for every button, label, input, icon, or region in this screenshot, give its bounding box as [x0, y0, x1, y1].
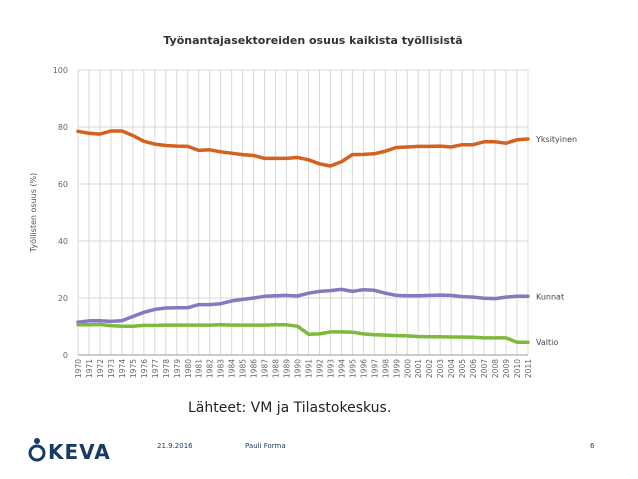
series-line-yksityinen [76, 129, 530, 168]
x-tick-label: 1981 [195, 359, 204, 378]
legend-label-kunnat: Kunnat [536, 292, 564, 301]
x-tick-label: 2010 [513, 359, 522, 378]
x-tick-label: 1971 [85, 359, 94, 378]
footer-date: 21.9.2016 [157, 442, 193, 450]
x-tick-label: 1994 [337, 359, 346, 378]
x-tick-label: 2006 [469, 359, 478, 378]
x-tick-label: 1984 [228, 359, 237, 378]
footer-author: Pauli Forma [245, 442, 286, 450]
series-line-kunnat [76, 287, 530, 324]
y-tick-label: 60 [58, 180, 68, 189]
x-tick-label: 1974 [118, 359, 127, 378]
y-tick-label: 40 [58, 237, 68, 246]
y-tick-label: 0 [63, 351, 68, 360]
y-tick-label: 100 [53, 66, 68, 75]
x-tick-label: 2009 [502, 359, 511, 378]
x-tick-label: 2003 [436, 359, 445, 378]
x-tick-label: 2004 [447, 359, 456, 378]
line-chart: Työnantajasektoreiden osuus kaikista työ… [29, 34, 577, 378]
x-tick-label: 1997 [370, 359, 379, 378]
y-tick-label: 80 [58, 123, 68, 132]
x-tick-label: 2008 [491, 359, 500, 378]
x-tick-label: 1980 [184, 359, 193, 378]
chart-title: Työnantajasektoreiden osuus kaikista työ… [163, 34, 462, 47]
x-tick-label: 1998 [381, 359, 390, 378]
x-tick-label: 1983 [217, 359, 226, 378]
x-tick-label: 1972 [96, 359, 105, 378]
legend-label-yksityinen: Yksityinen [535, 135, 577, 144]
x-tick-label: 1970 [74, 359, 83, 378]
x-tick-label: 1991 [304, 359, 313, 378]
x-tick-label: 1993 [326, 359, 335, 378]
x-tick-label: 1978 [162, 359, 171, 378]
x-tick-label: 2007 [480, 359, 489, 378]
x-tick-label: 1976 [140, 359, 149, 378]
x-tick-label: 1985 [239, 359, 248, 378]
x-tick-label: 1977 [151, 359, 160, 378]
x-tick-label: 1986 [250, 359, 259, 378]
x-tick-label: 1989 [283, 359, 292, 378]
x-tick-label: 1995 [348, 359, 357, 378]
series-line-valtio [76, 322, 530, 344]
source-note: Lähteet: VM ja Tilastokeskus. [188, 400, 392, 416]
page-number: 6 [590, 442, 595, 450]
x-tick-label: 1987 [261, 359, 270, 378]
x-tick-label: 1973 [107, 359, 116, 378]
x-tick-label: 1975 [129, 359, 138, 378]
x-tick-label: 1999 [392, 359, 401, 378]
keva-logo: KEVA [28, 436, 128, 462]
x-tick-label: 1990 [294, 359, 303, 378]
x-tick-label: 1979 [173, 359, 182, 378]
x-tick-label: 2000 [403, 359, 412, 378]
x-tick-label: 1996 [359, 359, 368, 378]
x-tick-label: 1992 [315, 359, 324, 378]
y-axis-label: Työllisten osuus (%) [29, 173, 38, 254]
x-tick-label: 1988 [272, 359, 281, 378]
x-tick-label: 1982 [206, 359, 215, 378]
x-tick-label: 2011 [524, 359, 533, 378]
footer: KEVA 21.9.2016 Pauli Forma 6 [0, 426, 638, 471]
legend-label-valtio: Valtio [536, 338, 558, 347]
x-tick-label: 2001 [414, 359, 423, 378]
logo-text: KEVA [48, 440, 111, 462]
x-tick-label: 2002 [425, 359, 434, 378]
y-tick-label: 20 [58, 294, 68, 303]
x-tick-label: 2005 [458, 359, 467, 378]
